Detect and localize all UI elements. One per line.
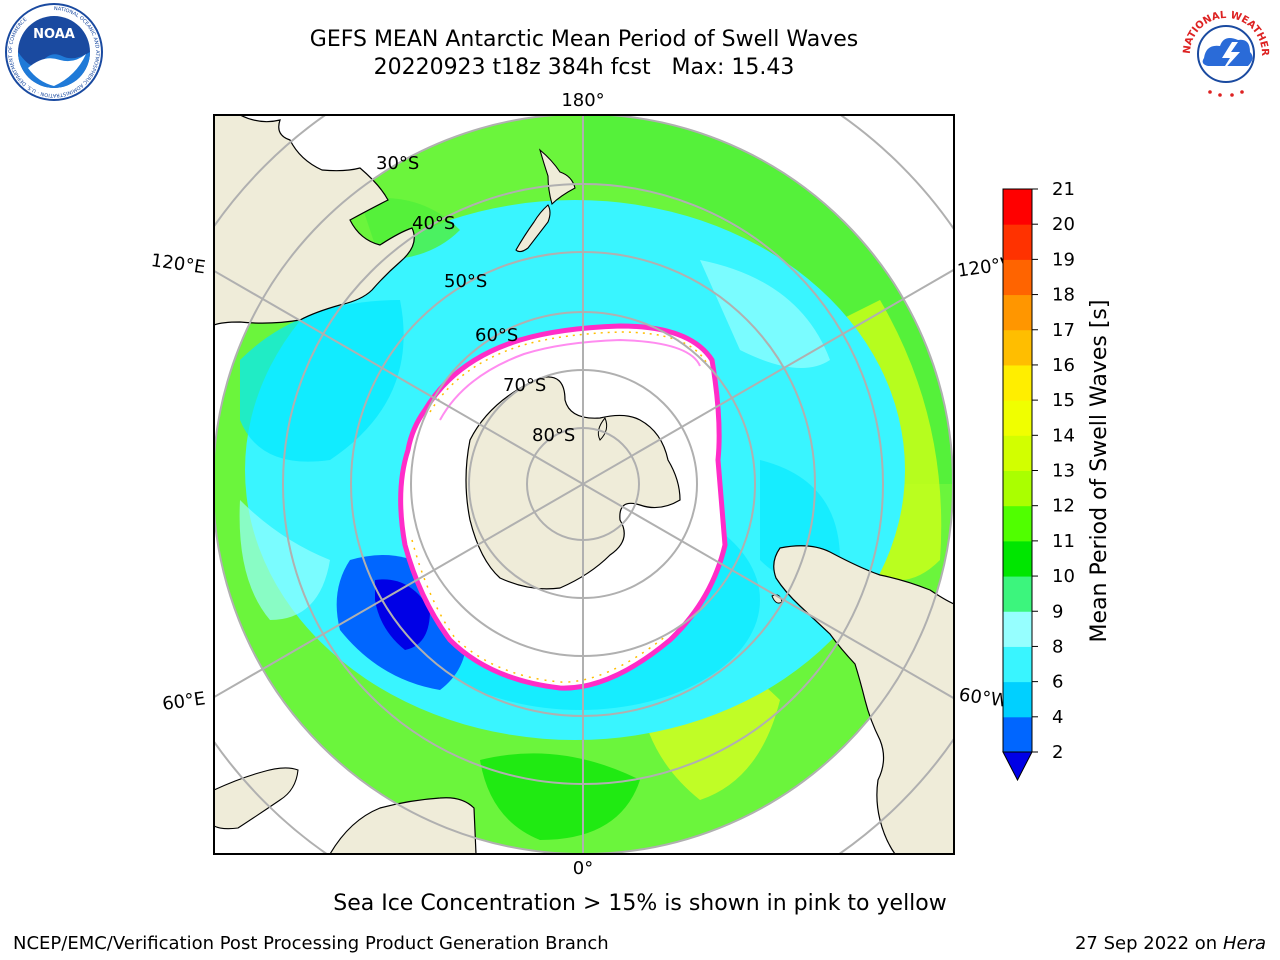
colorbar-tick-label: 10 [1052, 566, 1075, 587]
colorbar-tick-label: 16 [1052, 355, 1075, 376]
colorbar-segment [1003, 329, 1032, 366]
lon-label-120e: 120°E [150, 250, 207, 278]
africa-land [329, 797, 477, 854]
noaa-logo-icon: NOAA NATIONAL OCEANIC AND ATMOSPHERIC AD… [5, 3, 103, 101]
colorbar-segment [1003, 189, 1032, 225]
colorbar-tick-label: 8 [1052, 636, 1063, 657]
chart-subtitle: 20220923 t18z 384h fcst Max: 15.43 [373, 55, 795, 80]
sea-ice-caption: Sea Ice Concentration > 15% is shown in … [333, 891, 947, 916]
lat-label-40s: 40°S [412, 213, 455, 234]
colorbar-tick-label: 4 [1052, 707, 1063, 728]
colorbar-tick-label: 12 [1052, 496, 1075, 517]
lon-label-0: 0° [573, 858, 593, 879]
lat-label-60s: 60°S [475, 325, 518, 346]
colorbar-tick-label: 2 [1052, 742, 1063, 763]
nws-logo-icon: NATIONAL WEATHER SERVICE [1176, 2, 1272, 100]
south-america-land [773, 545, 954, 854]
colorbar-tick-label: 11 [1052, 531, 1075, 552]
footer-date-text: 27 Sep 2022 on [1074, 933, 1218, 954]
colorbar-tick-label: 9 [1052, 601, 1063, 622]
colorbar-segment [1003, 576, 1032, 612]
madagascar-land [214, 767, 299, 830]
colorbar-tick-label: 20 [1052, 214, 1075, 235]
footer-credit: NCEP/EMC/Verification Post Processing Pr… [13, 933, 609, 954]
footer-date: 27 Sep 2022 on Hera [1075, 933, 1266, 954]
colorbar-tick-label: 18 [1052, 285, 1075, 306]
colorbar-segment [1003, 259, 1032, 296]
map-frame [213, 114, 955, 855]
new-zealand-south-island [515, 204, 551, 253]
colorbar-label: Mean Period of Swell Waves [s] [1087, 300, 1112, 643]
colorbar-segment [1003, 224, 1032, 260]
colorbar-segment [1003, 646, 1032, 683]
lon-label-180: 180° [561, 90, 604, 111]
lat-label-80s: 80°S [532, 425, 575, 446]
colorbar-segment [1003, 435, 1032, 471]
colorbar-segment [1003, 716, 1032, 753]
colorbar-tick-label: 6 [1052, 672, 1063, 693]
colorbar-tick-label: 15 [1052, 390, 1075, 411]
colorbar-tick-label: 17 [1052, 320, 1075, 341]
colorbar-segment [1003, 400, 1032, 436]
colorbar-tick-label: 19 [1052, 249, 1075, 270]
colorbar-segment [1003, 294, 1032, 331]
antarctica-land [465, 376, 681, 590]
colorbar-tick-label: 14 [1052, 425, 1075, 446]
lat-label-50s: 50°S [444, 271, 487, 292]
footer-host: Hera [1222, 933, 1266, 954]
colorbar-segment [1003, 505, 1032, 542]
colorbar-segment [1003, 364, 1032, 401]
chart-title: GEFS MEAN Antarctic Mean Period of Swell… [309, 27, 859, 52]
colorbar-segment [1003, 540, 1032, 577]
new-zealand-north-island [538, 148, 576, 206]
lon-label-60e: 60°E [161, 688, 207, 715]
colorbar-segment [1003, 681, 1032, 718]
colorbar-tick-label: 21 [1052, 179, 1075, 200]
noaa-logo-text: NOAA [33, 27, 75, 42]
colorbar-segment [1003, 470, 1032, 507]
lon-label-60w: 60°W [958, 684, 1010, 712]
colorbar-segment [1003, 611, 1032, 647]
colorbar-under-arrow [1002, 751, 1033, 782]
colorbar: 2 4 6 8 9 10 11 12 13 14 15 16 17 18 19 20 21 [1002, 179, 1075, 782]
colorbar-tick-label: 13 [1052, 461, 1075, 482]
lat-label-70s: 70°S [503, 375, 546, 396]
latitude-labels: 30°S 40°S 50°S 60°S 70°S 80°S [376, 153, 575, 446]
lat-label-30s: 30°S [376, 153, 419, 174]
